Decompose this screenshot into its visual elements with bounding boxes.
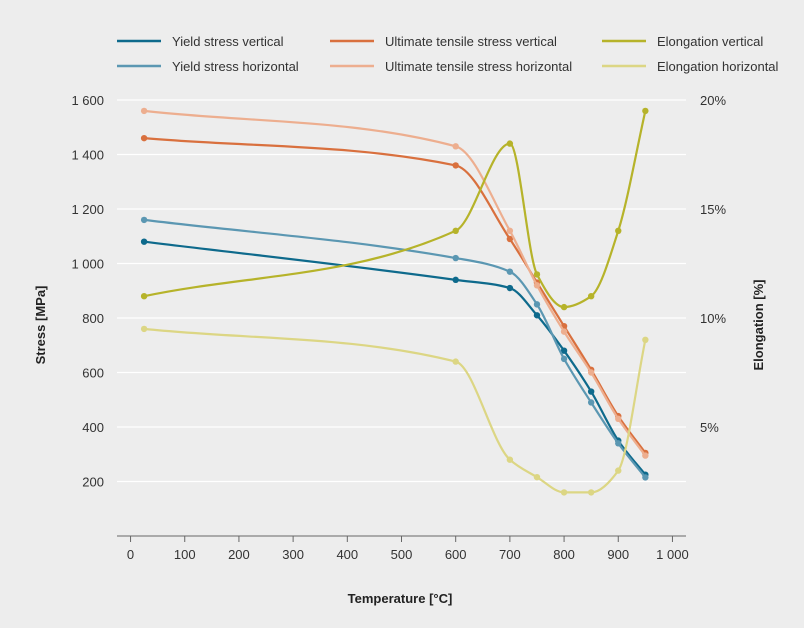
data-point: [533, 282, 541, 289]
series-4: [140, 107, 649, 311]
data-point: [452, 254, 459, 262]
x-axis-title: Temperature [°C]: [348, 591, 453, 606]
data-point: [452, 143, 459, 150]
y-tick-label: 600: [82, 366, 104, 381]
data-point: [452, 227, 459, 234]
legend-label: Ultimate tensile stress vertical: [385, 34, 557, 49]
legend: Yield stress vertical Ultimate tensile st…: [117, 34, 779, 74]
data-point: [587, 489, 595, 496]
legend-item: Elongation horizontal: [602, 59, 779, 74]
series-line: [143, 240, 647, 476]
data-point: [506, 235, 514, 243]
data-point: [587, 399, 595, 406]
data-point: [533, 271, 541, 278]
x-tick-label: 200: [228, 547, 250, 562]
y-tick-label: 1 000: [71, 257, 104, 272]
grid-layer: [117, 99, 686, 483]
series-3: [140, 107, 649, 459]
data-point: [140, 238, 148, 245]
x-tick-label: 100: [174, 547, 196, 562]
axis-layer: 200 400 600 800 1 000 1 200 1 400 1 600 5% 10% 15%…: [71, 93, 726, 562]
y2-tick-label: 20%: [700, 93, 726, 108]
data-point: [615, 227, 622, 234]
data-point: [560, 347, 568, 354]
data-point: [506, 456, 514, 463]
x-tick-label: 300: [282, 547, 304, 562]
series-line: [143, 327, 647, 494]
legend-label: Elongation horizontal: [657, 59, 779, 74]
series-layer: [140, 107, 649, 496]
data-point: [533, 312, 541, 319]
y2-tick-label: 10%: [700, 311, 726, 326]
data-point: [560, 489, 568, 496]
y-tick-label: 1 600: [71, 93, 104, 108]
y-axis-title: Stress [MPa]: [33, 286, 48, 365]
data-point: [587, 388, 595, 395]
data-point: [506, 140, 514, 147]
series-line: [144, 137, 647, 454]
x-tick-label: 900: [607, 547, 629, 562]
data-point: [506, 227, 514, 234]
data-point: [533, 301, 541, 308]
x-tick-label: 800: [553, 547, 575, 562]
data-point: [452, 162, 459, 169]
data-point: [642, 107, 649, 115]
x-tick-label: 0: [127, 547, 134, 562]
data-point: [140, 134, 148, 142]
series-line: [143, 110, 647, 309]
x-tick-label: 1 000: [656, 547, 689, 562]
data-point: [533, 473, 541, 481]
data-point: [140, 325, 148, 333]
data-point: [140, 293, 148, 300]
x-tick-label: 700: [499, 547, 521, 562]
series-0: [140, 238, 649, 478]
series-1: [140, 216, 649, 481]
x-tick-label: 600: [445, 547, 467, 562]
data-point: [587, 293, 595, 300]
data-point: [587, 369, 595, 376]
data-point: [615, 415, 622, 423]
data-point: [642, 336, 649, 343]
data-point: [560, 303, 568, 311]
legend-label: Yield stress vertical: [172, 34, 284, 49]
legend-item: Elongation vertical: [602, 34, 763, 49]
legend-item: Yield stress vertical: [117, 34, 284, 49]
series-line: [143, 109, 647, 457]
data-point: [560, 328, 568, 335]
data-point: [615, 440, 622, 447]
legend-item: Ultimate tensile stress vertical: [330, 34, 557, 49]
data-point: [506, 268, 514, 275]
data-point: [642, 474, 649, 481]
data-point: [560, 355, 568, 363]
y-tick-label: 800: [82, 311, 104, 326]
data-point: [506, 284, 514, 292]
x-tick-label: 400: [336, 547, 358, 562]
data-point: [452, 276, 459, 284]
data-point: [642, 452, 649, 459]
y-tick-label: 1 200: [71, 202, 104, 217]
data-point: [140, 107, 148, 115]
y-tick-label: 1 400: [71, 148, 104, 163]
x-tick-label: 500: [391, 547, 413, 562]
series-5: [140, 325, 649, 496]
legend-label: Elongation vertical: [657, 34, 763, 49]
legend-item: Yield stress horizontal: [117, 59, 299, 74]
y2-tick-label: 5%: [700, 420, 719, 435]
y-tick-label: 200: [82, 475, 104, 490]
legend-label: Ultimate tensile stress horizontal: [385, 59, 572, 74]
legend-item: Ultimate tensile stress horizontal: [330, 59, 572, 74]
data-point: [452, 358, 459, 365]
y2-axis-title: Elongation [%]: [751, 280, 766, 371]
y2-tick-label: 15%: [700, 202, 726, 217]
legend-label: Yield stress horizontal: [172, 59, 299, 74]
series-2: [140, 134, 649, 457]
data-point: [615, 467, 622, 474]
data-point: [140, 216, 148, 224]
y-tick-label: 400: [82, 420, 104, 435]
